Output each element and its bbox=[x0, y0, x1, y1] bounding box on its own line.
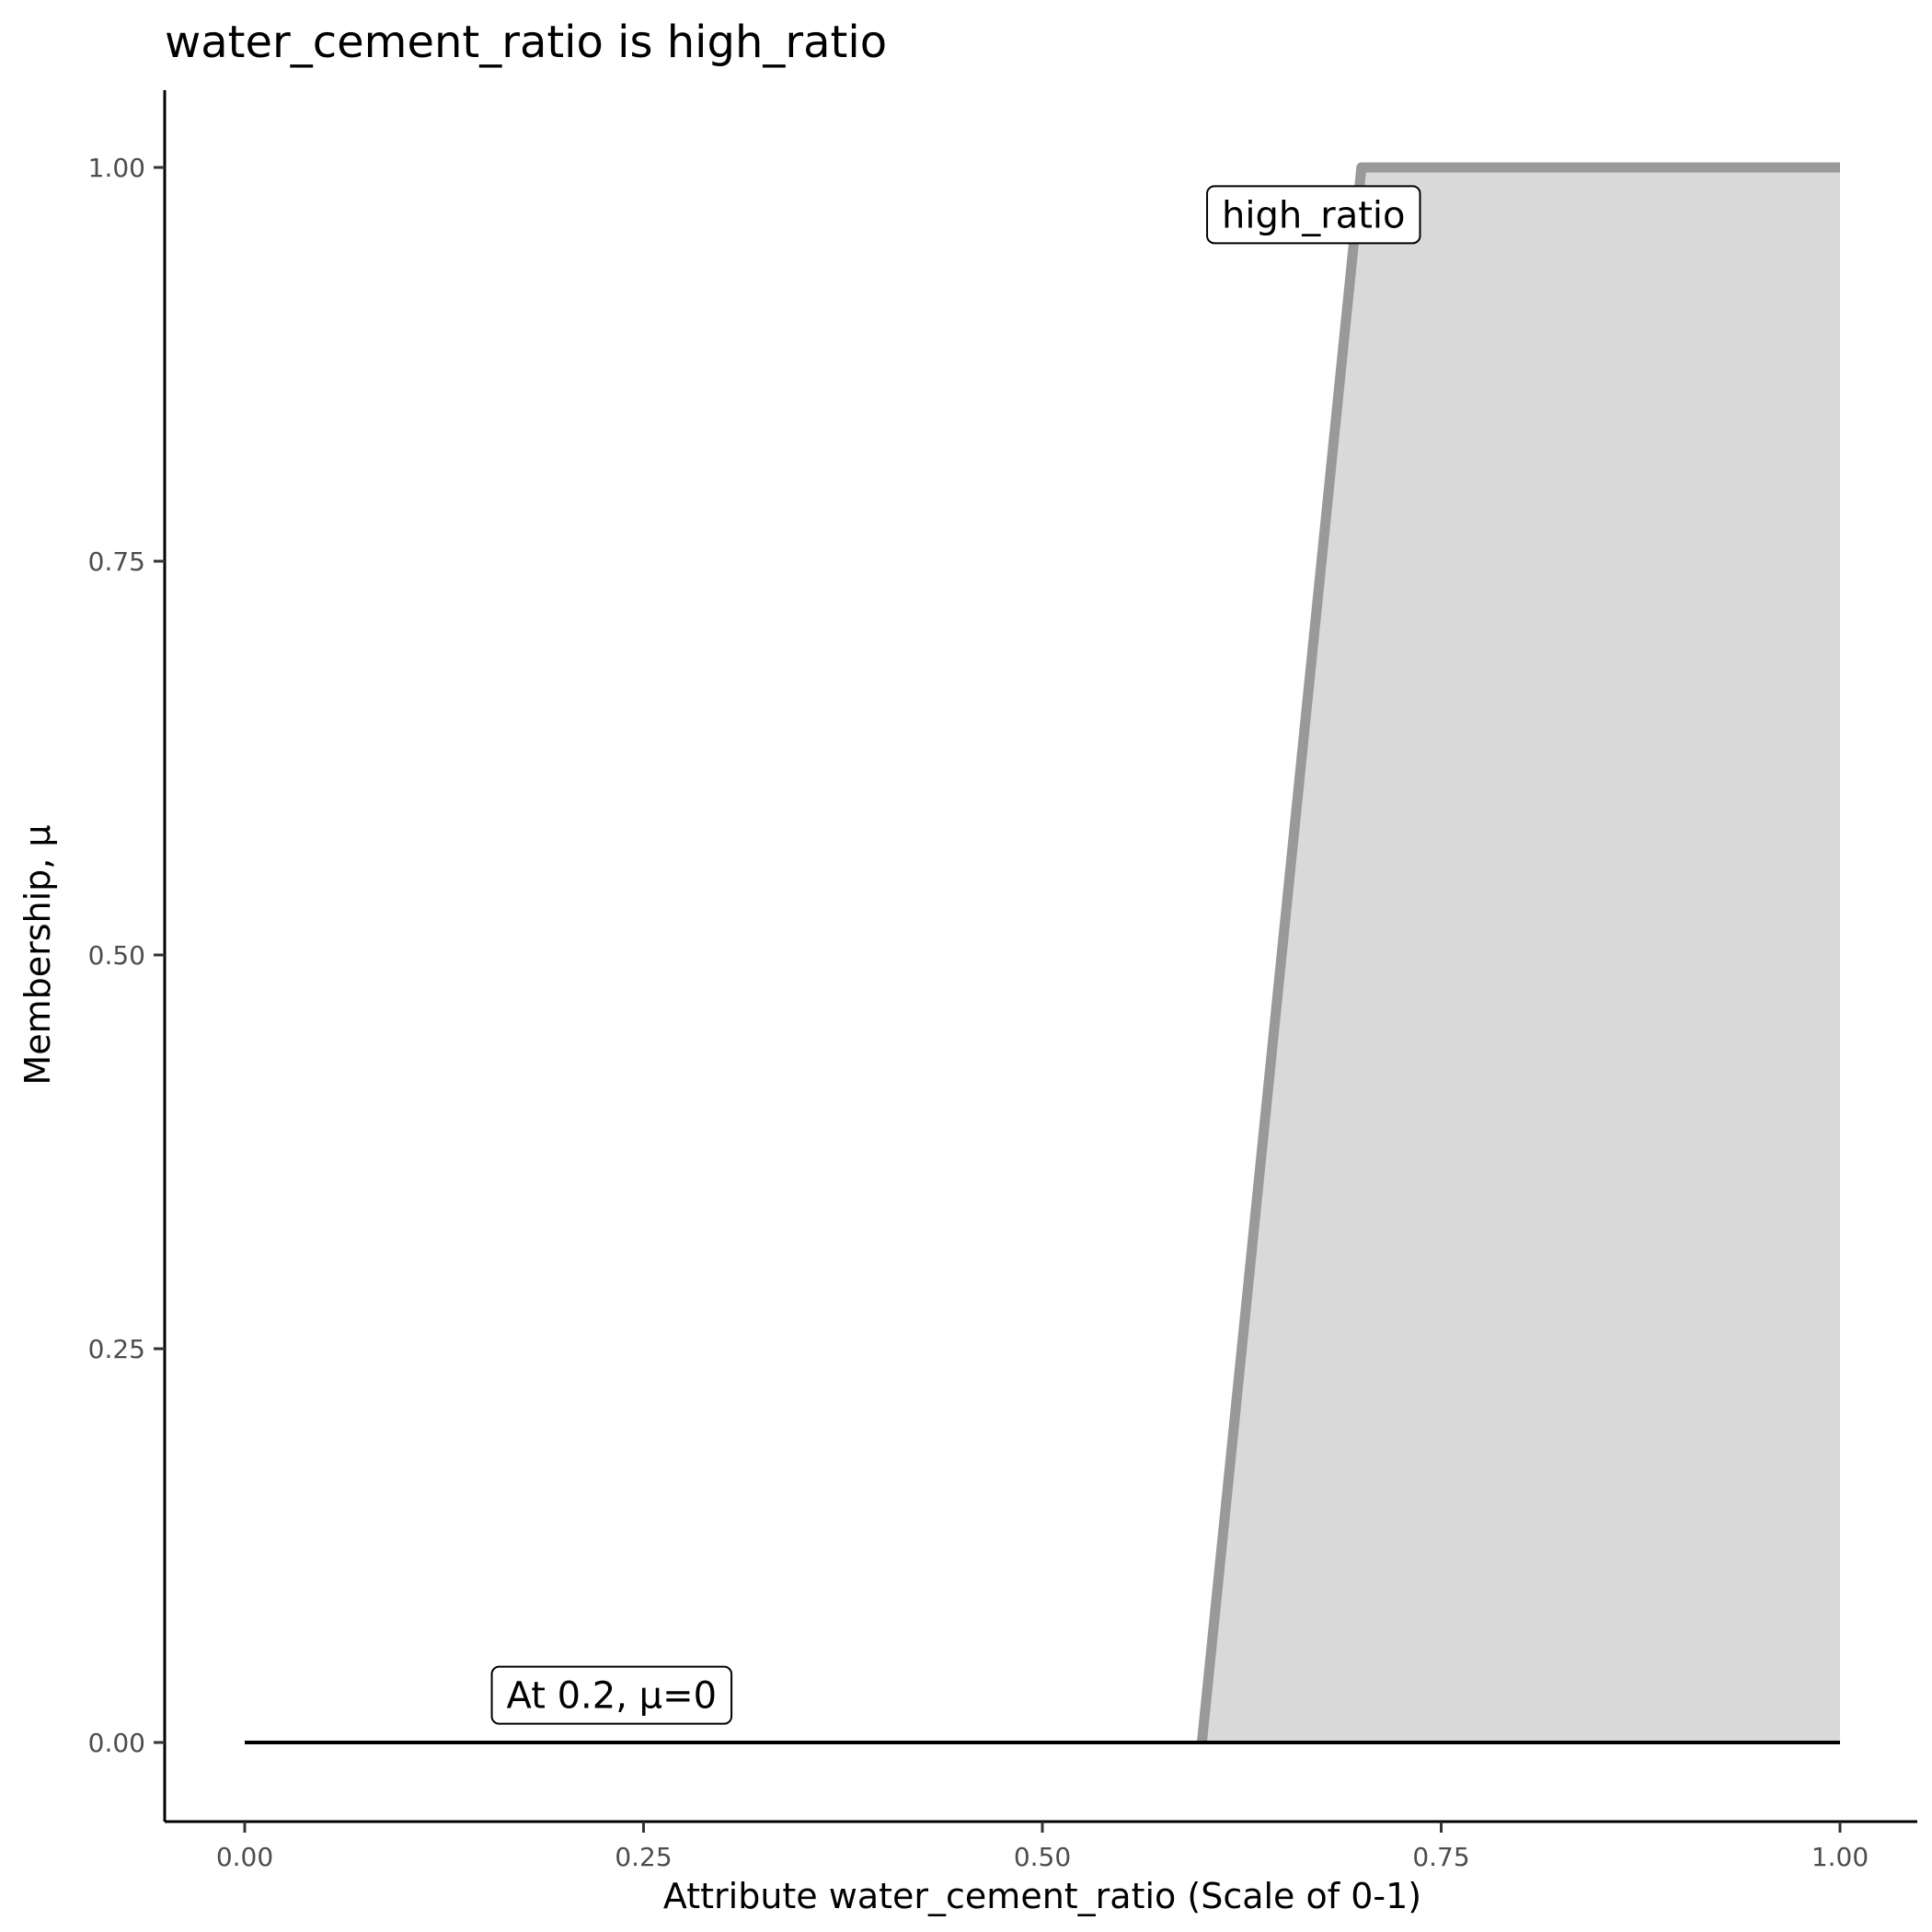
x-tick-label: 0.00 bbox=[216, 1842, 273, 1872]
y-axis-ticks: 0.00 0.25 0.50 0.75 1.00 bbox=[88, 153, 165, 1758]
y-tick-label: 0.25 bbox=[88, 1334, 145, 1364]
y-tick-label: 1.00 bbox=[88, 153, 145, 183]
y-axis-title: Membership, μ bbox=[17, 824, 58, 1085]
annotation-text: At 0.2, μ=0 bbox=[507, 1675, 718, 1718]
x-tick-label: 1.00 bbox=[1811, 1842, 1869, 1872]
annotation-label: high_ratio bbox=[1206, 185, 1421, 245]
x-axis-ticks: 0.00 0.25 0.50 0.75 1.00 bbox=[216, 1822, 1869, 1872]
annotation-label: At 0.2, μ=0 bbox=[490, 1665, 733, 1725]
x-tick-label: 0.25 bbox=[615, 1842, 672, 1872]
annotations: high_ratio At 0.2, μ=0 bbox=[490, 185, 1421, 1725]
plot-area bbox=[245, 162, 1840, 1744]
y-tick-label: 0.75 bbox=[88, 546, 145, 577]
chart-title: water_cement_ratio is high_ratio bbox=[165, 17, 887, 68]
annotation-box bbox=[1206, 185, 1421, 245]
annotation-text: high_ratio bbox=[1222, 194, 1405, 236]
x-tick-label: 0.75 bbox=[1412, 1842, 1469, 1872]
y-tick-label: 0.00 bbox=[88, 1728, 145, 1758]
x-axis-title: Attribute water_cement_ratio (Scale of 0… bbox=[663, 1876, 1421, 1916]
x-tick-label: 0.50 bbox=[1014, 1842, 1071, 1872]
membership-line bbox=[1196, 162, 1840, 1743]
annotation-box bbox=[490, 1665, 733, 1725]
y-tick-label: 0.50 bbox=[88, 940, 145, 971]
membership-fill bbox=[1202, 167, 1840, 1742]
